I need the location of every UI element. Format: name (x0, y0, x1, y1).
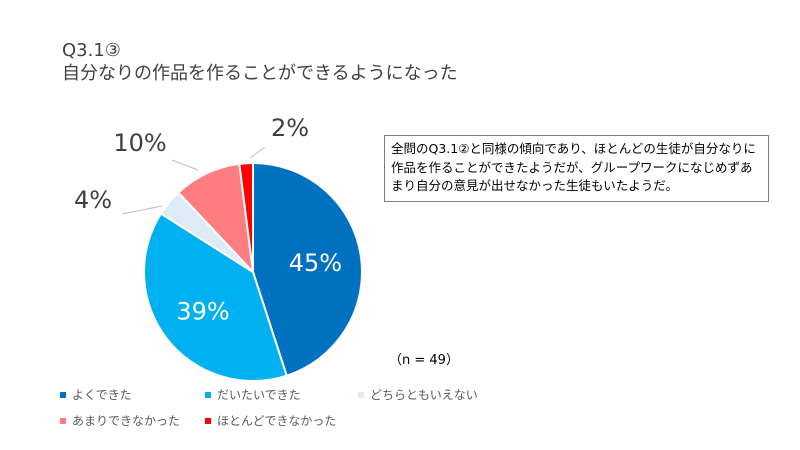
legend-item-2: だいたいできた (205, 386, 301, 403)
leader-line-4 (171, 159, 199, 171)
legend-label-3: どちらともいえない (370, 388, 478, 402)
legend-label-1: よくできた (72, 388, 132, 402)
legend-item-3: どちらともいえない (358, 386, 478, 403)
legend-swatch-1 (60, 391, 66, 398)
legend-swatch-4 (60, 417, 66, 424)
pie-slice-label-3: 4% (74, 186, 112, 214)
legend-item-1: よくできた (60, 386, 132, 403)
legend-swatch-3 (358, 391, 364, 398)
question-text: 自分なりの作品を作ることができるようになった (62, 63, 458, 84)
pie-slice-2 (143, 212, 288, 383)
pie-slice-1 (252, 161, 364, 377)
legend-item-5: ほとんどできなかった (205, 412, 336, 429)
comment-box: 全問のQ3.1②と同様の傾向であり、ほとんどの生徒が自分なりに作品を作ることがで… (384, 135, 769, 202)
pie-slice-label-2: 39% (176, 298, 229, 326)
sample-size-label: （n = 49） (389, 353, 459, 368)
legend-label-4: あまりできなかった (72, 414, 181, 428)
question-number: Q3.1③ (62, 40, 121, 61)
pie-slice-label-1: 45% (289, 249, 342, 277)
pie-slice-label-4: 10% (113, 129, 166, 157)
legend-label-2: だいたいできた (217, 388, 301, 402)
legend-item-4: あまりできなかった (60, 412, 180, 429)
leader-line-3 (121, 205, 163, 215)
chart-title: Q3.1③ 自分なりの作品を作ることができるようになった (62, 40, 458, 86)
pie-slice-5 (238, 161, 254, 273)
leader-line-5 (249, 146, 266, 159)
legend-swatch-2 (205, 391, 211, 398)
legend-label-5: ほとんどできなかった (217, 414, 337, 428)
legend-swatch-5 (205, 417, 211, 424)
pie-slice-label-5: 2% (271, 114, 309, 142)
